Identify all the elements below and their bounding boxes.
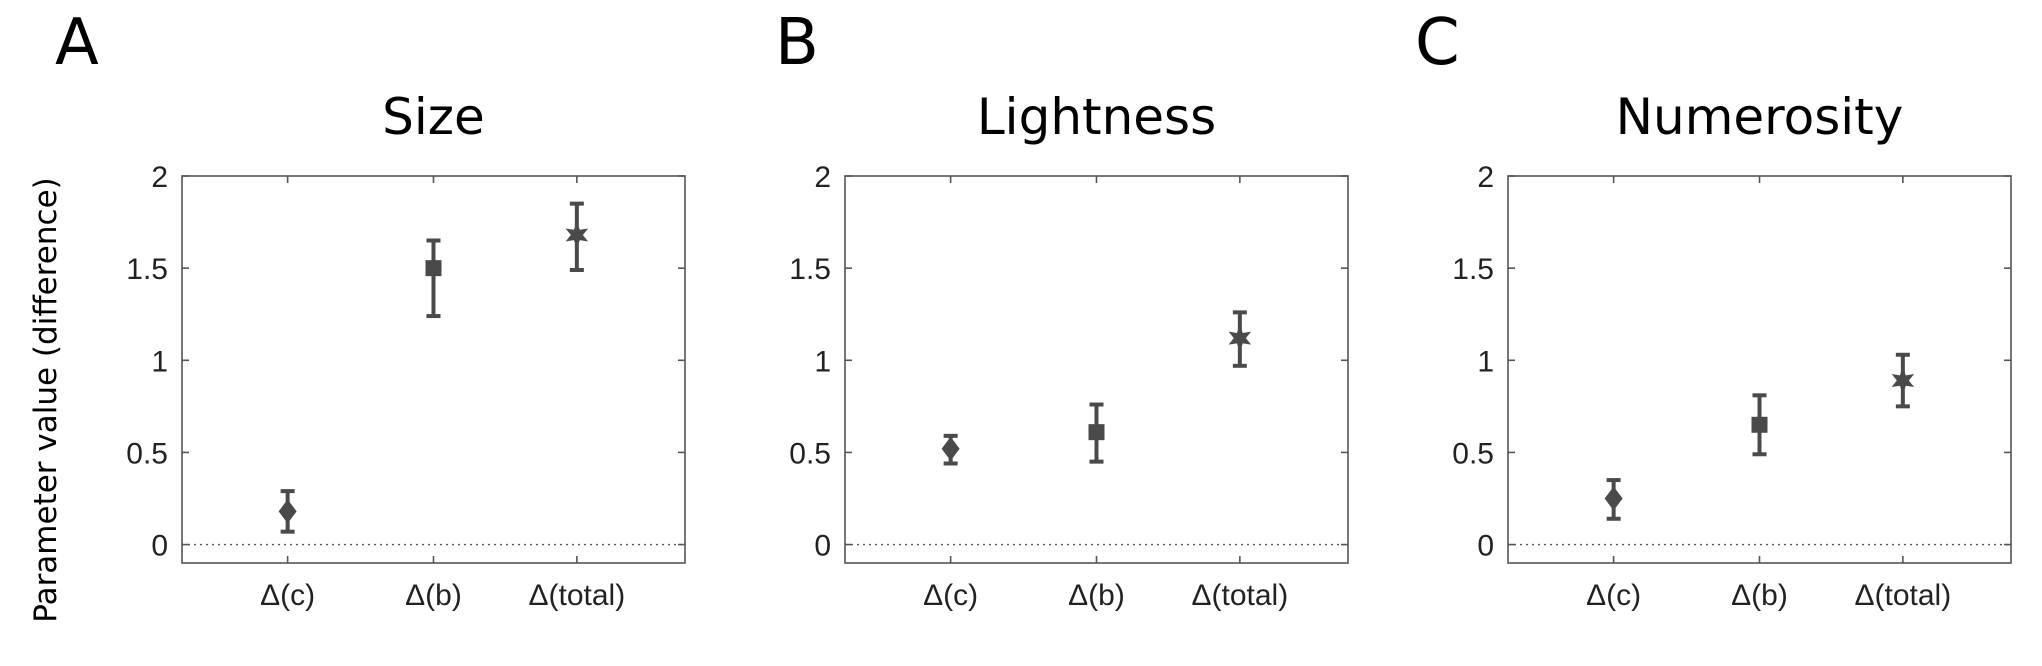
data-point-diamond: [941, 436, 960, 461]
data-point-square: [1751, 416, 1768, 433]
y-tick-label: 0: [151, 530, 168, 563]
axes-frame: [844, 175, 1349, 564]
data-point-diamond: [1604, 486, 1623, 511]
y-tick-label: 2: [814, 161, 831, 194]
x-tick-label: Δ(b): [1731, 579, 1788, 612]
panel-letter: A: [55, 6, 99, 80]
x-tick-label: Δ(b): [1068, 579, 1125, 612]
x-tick-label: Δ(b): [405, 579, 462, 612]
y-tick-label: 2: [151, 161, 168, 194]
x-tick-label: Δ(c): [260, 579, 315, 612]
panel-b: B Lightness 0 0.5 1 1.5 2 Δ(c) Δ(b) Δ(total): [775, 6, 1349, 612]
x-tick-label: Δ(c): [1586, 579, 1641, 612]
x-tick-label: Δ(total): [528, 579, 625, 612]
y-tick-label: 1.5: [789, 253, 831, 286]
y-tick-label: 1: [151, 345, 168, 378]
panel-letter: B: [775, 6, 819, 80]
data-point-star: [1228, 325, 1252, 352]
y-tick-label: 0.5: [789, 437, 831, 470]
y-tick-label: 1: [814, 345, 831, 378]
axes-frame: [1507, 175, 2012, 564]
panels-group: A Size 0 0.5 1 1.5 2 Δ(c) Δ(b) Δ(total) B Lightness…: [55, 6, 2012, 612]
data-point-star: [1891, 367, 1915, 394]
y-tick-label: 1.5: [1452, 253, 1494, 286]
x-tick-label: Δ(total): [1191, 579, 1288, 612]
x-tick-label: Δ(c): [923, 579, 978, 612]
y-tick-label: 0: [1477, 530, 1494, 563]
y-tick-label: 0.5: [1452, 437, 1494, 470]
panel-a: A Size 0 0.5 1 1.5 2 Δ(c) Δ(b) Δ(total): [55, 6, 686, 612]
x-tick-label: Δ(total): [1854, 579, 1951, 612]
data-point-square: [425, 260, 442, 277]
y-axis-label: Parameter value (difference): [28, 177, 64, 622]
y-tick-label: 0: [814, 530, 831, 563]
data-point-square: [1088, 424, 1105, 441]
panel-title: Lightness: [977, 88, 1216, 146]
data-point-star: [565, 221, 589, 248]
panel-title: Size: [382, 88, 485, 146]
data-point-diamond: [278, 499, 297, 524]
y-tick-label: 1: [1477, 345, 1494, 378]
panel-c: C Numerosity 0 0.5 1 1.5 2 Δ(c) Δ(b) Δ(total): [1415, 6, 2012, 612]
y-tick-label: 1.5: [126, 253, 168, 286]
error-bar: [426, 238, 441, 319]
panel-letter: C: [1415, 6, 1460, 80]
panel-title: Numerosity: [1616, 88, 1904, 146]
y-tick-label: 2: [1477, 161, 1494, 194]
axes-frame: [181, 175, 686, 564]
y-tick-label: 0.5: [126, 437, 168, 470]
